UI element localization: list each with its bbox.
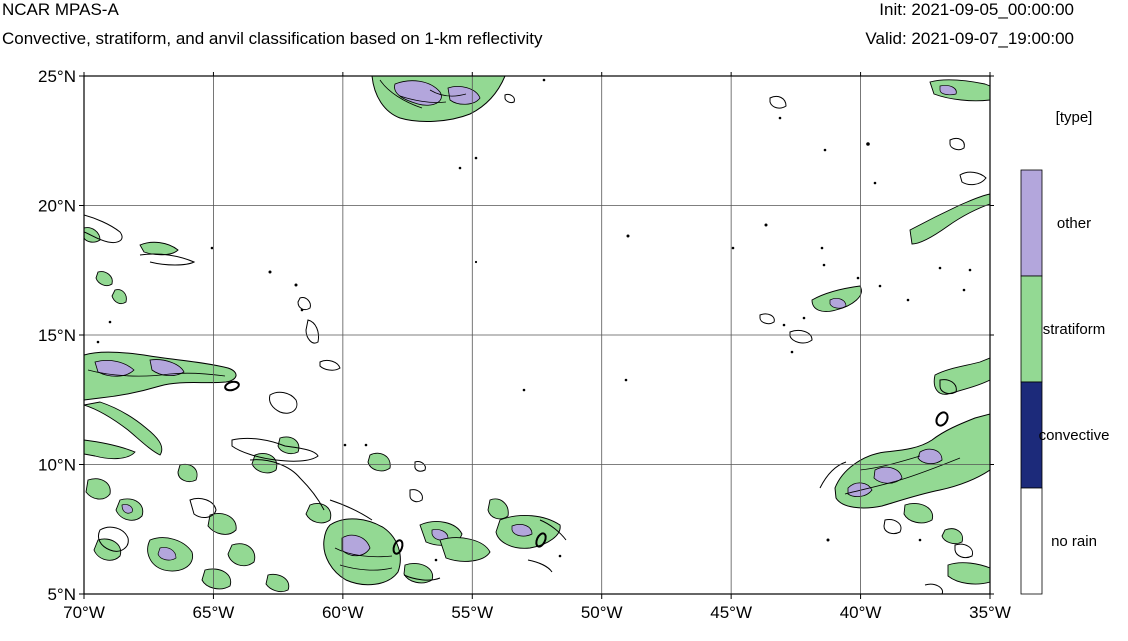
x-tick-label: 65°W xyxy=(193,603,235,622)
legend-swatch xyxy=(1020,275,1043,383)
precip-cells-southwest xyxy=(84,227,332,593)
y-tick-label: 10°N xyxy=(38,456,76,475)
x-tick-label: 35°W xyxy=(969,603,1011,622)
precip-band-west xyxy=(84,351,237,460)
legend-label: other xyxy=(1057,215,1091,232)
legend-label: convective xyxy=(1039,427,1110,444)
axis-ticks: 70°W 65°W 60°W 55°W 50°W 45°W 40°W 35°W 5°N 10°N 1… xyxy=(38,67,1011,622)
init-time-label: Init: 2021-09-05_00:00:00 xyxy=(879,0,1074,19)
x-tick-label: 60°W xyxy=(322,603,364,622)
valid-time-label: Valid: 2021-09-07_19:00:00 xyxy=(865,29,1074,48)
x-tick-label: 70°W xyxy=(63,603,105,622)
legend-label: stratiform xyxy=(1043,321,1106,338)
precip-cluster-east xyxy=(811,79,990,585)
x-tick-label: 45°W xyxy=(710,603,752,622)
legend-label: no rain xyxy=(1051,533,1097,550)
contour-outlines xyxy=(84,94,987,594)
model-title: NCAR MPAS-A xyxy=(2,0,119,19)
x-tick-label: 50°W xyxy=(581,603,623,622)
legend-swatch xyxy=(1020,487,1043,595)
scattered-cells xyxy=(96,78,972,562)
precip-cluster-central xyxy=(323,452,561,586)
legend-title: [type] xyxy=(1056,109,1093,126)
legend-swatch xyxy=(1020,169,1043,277)
y-tick-label: 15°N xyxy=(38,326,76,345)
x-tick-label: 40°W xyxy=(840,603,882,622)
y-tick-label: 25°N xyxy=(38,67,76,86)
graticule xyxy=(84,76,990,594)
contour-zero-labels xyxy=(224,380,949,555)
y-tick-label: 20°N xyxy=(38,197,76,216)
plot-description: Convective, stratiform, and anvil classi… xyxy=(2,29,543,48)
x-tick-label: 55°W xyxy=(451,603,493,622)
precip-cluster-north xyxy=(371,76,506,122)
precip-field xyxy=(84,76,990,594)
y-tick-label: 5°N xyxy=(47,585,76,604)
legend: [type] other stratiform convective no rain xyxy=(1020,109,1110,595)
